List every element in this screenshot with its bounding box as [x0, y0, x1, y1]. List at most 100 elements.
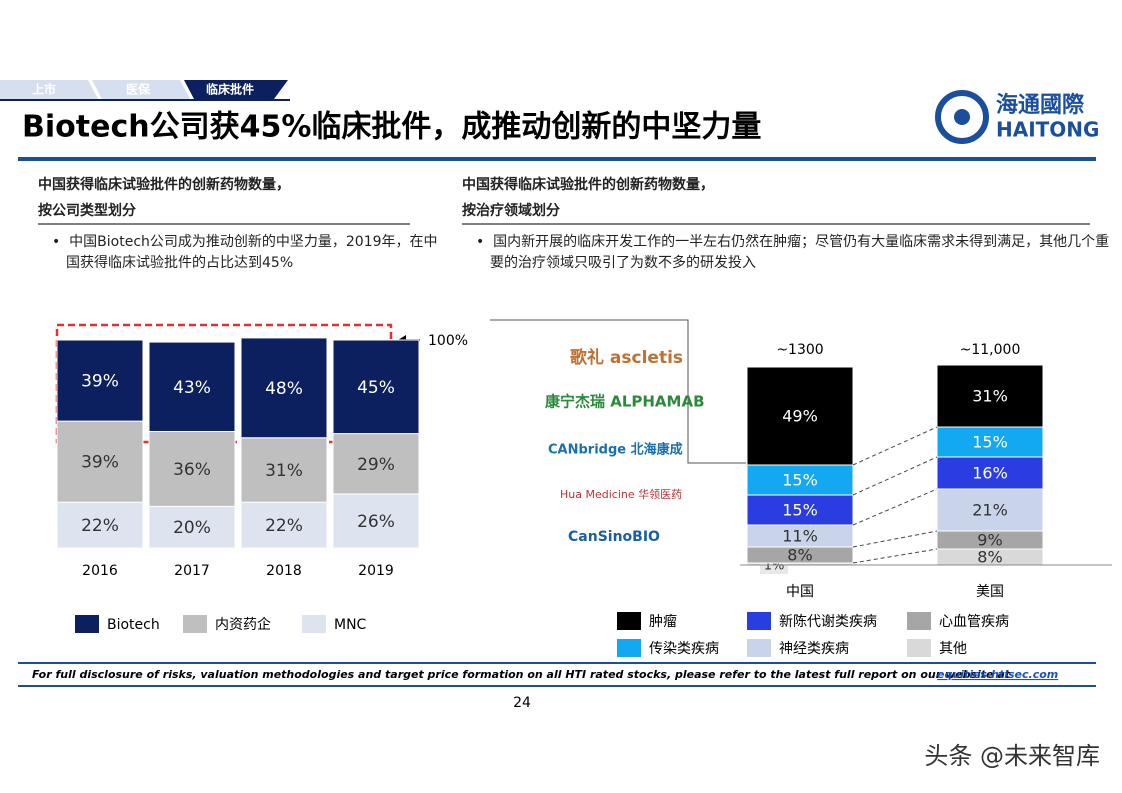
legend-label: 心血管疾病 — [939, 614, 1009, 630]
page-number: 24 — [513, 695, 531, 711]
legend-swatch — [75, 615, 99, 633]
bar-segment — [746, 464, 854, 496]
tab[interactable]: 临床批件 — [206, 82, 254, 97]
legend-label: 肿瘤 — [649, 613, 677, 630]
company: 康宁杰瑞 ALPHAMAB — [545, 393, 705, 411]
link[interactable]: equities.htisec.com — [937, 668, 1058, 681]
bullet: • 中国Biotech公司成为推动创新的中坚力量，2019年，在中国获得临床试验… — [52, 234, 438, 271]
x-tick-label: 中国 — [786, 584, 814, 600]
x-tick-label: 2018 — [266, 563, 302, 579]
connector — [852, 456, 938, 496]
data-label: 16% — [972, 464, 1008, 483]
heading-line: 中国获得临床试验批件的创新药物数量， — [462, 177, 714, 193]
data-label: 39% — [81, 453, 119, 473]
data-label: 22% — [81, 516, 119, 536]
data-label: 31% — [972, 387, 1008, 406]
company: CANbridge 北海康成 — [548, 442, 683, 458]
data-label: 39% — [81, 372, 119, 392]
tab[interactable]: 医保 — [126, 82, 151, 97]
logo-mark — [935, 90, 989, 144]
bar-segment — [148, 341, 236, 433]
data-label: 9% — [977, 531, 1002, 550]
data-label: 11% — [782, 527, 818, 546]
heading-line: 按治疗领域划分 — [462, 203, 560, 219]
bar-segment — [56, 339, 144, 422]
legend-label: Biotech — [107, 617, 160, 633]
data-label: 8% — [977, 548, 1002, 567]
bar-segment — [56, 420, 144, 503]
data-label: 48% — [265, 379, 303, 399]
data-label: 8% — [787, 546, 812, 565]
data-label: 31% — [265, 461, 303, 481]
legend-label: 新陈代谢类疾病 — [779, 613, 877, 630]
data-label: 15% — [782, 501, 818, 520]
company: CanSinoBIO — [568, 529, 660, 545]
legend-label: MNC — [334, 617, 367, 633]
heading-line: 中国获得临床试验批件的创新药物数量， — [38, 177, 290, 193]
logo-cn: 海通國際 — [996, 92, 1085, 118]
legend-label: 神经类疾病 — [779, 641, 849, 657]
x-tick-label: 美国 — [976, 584, 1004, 600]
x-tick-label: 2019 — [358, 563, 394, 579]
bar-segment — [332, 339, 420, 435]
bar-segment — [746, 494, 854, 526]
total-label: ~1300 — [776, 342, 823, 358]
connector — [852, 548, 938, 564]
tab[interactable]: 上市 — [32, 82, 56, 97]
data-label: 43% — [173, 378, 211, 398]
company: 歌礼 ascletis — [570, 347, 683, 368]
bar-segment — [936, 488, 1044, 532]
data-label: 36% — [173, 460, 211, 480]
legend-swatch — [907, 612, 931, 630]
tab-bg — [0, 80, 98, 99]
bar-segment — [240, 337, 328, 439]
bar-segment — [936, 426, 1044, 458]
x-tick-label: 2016 — [82, 563, 118, 579]
company: Hua Medicine 华领医药 — [560, 487, 682, 501]
heading: 中国获得临床试验批件的创新药物数量， 按公司类型划分 — [38, 172, 290, 224]
bar-segment — [148, 505, 236, 549]
bar-segment — [240, 437, 328, 503]
legend-swatch — [302, 615, 326, 633]
legend-label: 传染类疾病 — [649, 641, 719, 657]
bullet: • 国内新开展的临床开发工作的一半左右仍然在肿瘤；尽管仍有大量临床需求未得到满足… — [476, 234, 1110, 271]
logo-mark — [954, 109, 970, 125]
bullet-text: 国内新开展的临床开发工作的一半左右仍然在肿瘤；尽管仍有大量临床需求未得到满足，其… — [490, 234, 1110, 271]
bracket — [490, 319, 746, 464]
legend-swatch — [747, 639, 771, 657]
heading: 中国获得临床试验批件的创新药物数量， 按治疗领域划分 — [462, 172, 714, 224]
legend-swatch — [183, 615, 207, 633]
legend-swatch — [617, 612, 641, 630]
legend-swatch — [747, 612, 771, 630]
data-label: 26% — [357, 512, 395, 532]
total-label: ~11,000 — [960, 342, 1021, 358]
bar-segment — [936, 456, 1044, 490]
bar-segment — [332, 433, 420, 495]
legend-label: 其他 — [939, 641, 967, 657]
bar-segment — [148, 431, 236, 507]
tab-bg — [92, 80, 190, 99]
data-label: 22% — [265, 516, 303, 536]
annotation: 100% — [428, 333, 468, 349]
data-label: 49% — [782, 407, 818, 426]
connector — [852, 530, 938, 548]
tab-bg — [184, 80, 288, 99]
bar-segment — [746, 366, 854, 466]
data-label: 15% — [972, 433, 1008, 452]
bar-segment — [56, 501, 144, 549]
watermark: 头条 @未来智库 — [924, 742, 1100, 770]
data-label: 20% — [173, 518, 211, 538]
data-label: 45% — [357, 378, 395, 398]
logo-en: HAITONG — [996, 118, 1099, 142]
legend-swatch — [617, 639, 641, 657]
heading-line: 按公司类型划分 — [38, 203, 136, 219]
bar-segment — [332, 493, 420, 549]
title: Biotech公司获45%临床批件，成推动创新的中坚力量 — [22, 110, 761, 145]
bar-segment — [936, 364, 1044, 428]
legend-swatch — [907, 639, 931, 657]
data-label: 29% — [357, 455, 395, 475]
connector — [852, 426, 938, 466]
x-tick-label: 2017 — [174, 563, 210, 579]
